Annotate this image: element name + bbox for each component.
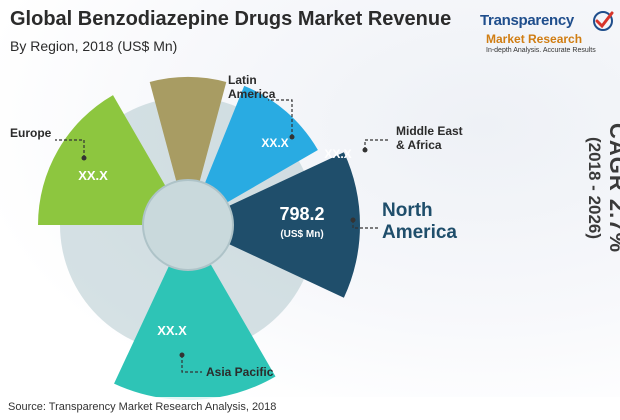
- leader-dot-asia-pacific: [179, 352, 185, 358]
- value-unit-label: (US$ Mn): [280, 229, 323, 240]
- region-label-asia-pacific: Asia Pacific: [206, 365, 274, 379]
- slice-asia-pacific: [114, 261, 276, 400]
- logo-name-secondary: Market Research: [486, 32, 583, 46]
- slice-europe: [38, 95, 167, 225]
- source-note: Source: Transparency Market Research Ana…: [8, 401, 277, 413]
- region-label-latin-america: Latin America: [228, 73, 276, 101]
- value-label-middle-east-africa: XX.X: [324, 147, 351, 161]
- slice-north-america: [226, 152, 360, 298]
- leader-dot-europe: [81, 155, 87, 161]
- chart-title: Global Benzodiazepine Drugs Market Reven…: [10, 8, 452, 30]
- slice-latin-america: [149, 77, 227, 185]
- logo-name: Transparency: [480, 12, 574, 29]
- region-label-north-america: North America: [382, 200, 457, 243]
- leader-line-europe: [55, 139, 85, 158]
- cagr-label: CAGR 2.7%: [605, 122, 620, 254]
- logo-check-icon: [593, 11, 614, 31]
- leader-line-latin-america: [268, 99, 293, 137]
- slice-middle-east-africa: [203, 85, 318, 204]
- leader-line-asia-pacific: [181, 355, 202, 373]
- region-label-europe: Europe: [10, 126, 52, 140]
- leader-line-north-america: [352, 220, 378, 229]
- leader-dot-north-america: [350, 217, 356, 223]
- leader-dot-middle-east-africa: [362, 147, 368, 153]
- value-label-latin-america: XX.X: [261, 136, 288, 150]
- cagr-period: (2018 - 2026): [585, 136, 604, 240]
- region-label-middle-east-africa: Middle East & Africa: [396, 124, 463, 152]
- leader-dot-latin-america: [289, 134, 295, 140]
- value-label-asia-pacific: XX.X: [157, 323, 187, 338]
- value-label-europe: XX.X: [78, 168, 108, 183]
- logo-tagline: In-depth Analysis. Accurate Results: [486, 47, 596, 54]
- source-bar: Source: Transparency Market Research Ana…: [0, 397, 620, 420]
- leader-line-middle-east-africa: [364, 139, 390, 150]
- brand-logo: Transparency Market Research In-depth An…: [480, 10, 620, 68]
- chart-hub: [142, 179, 234, 271]
- chart-subtitle: By Region, 2018 (US$ Mn): [10, 38, 178, 54]
- value-label-north-america: 798.2: [279, 204, 324, 224]
